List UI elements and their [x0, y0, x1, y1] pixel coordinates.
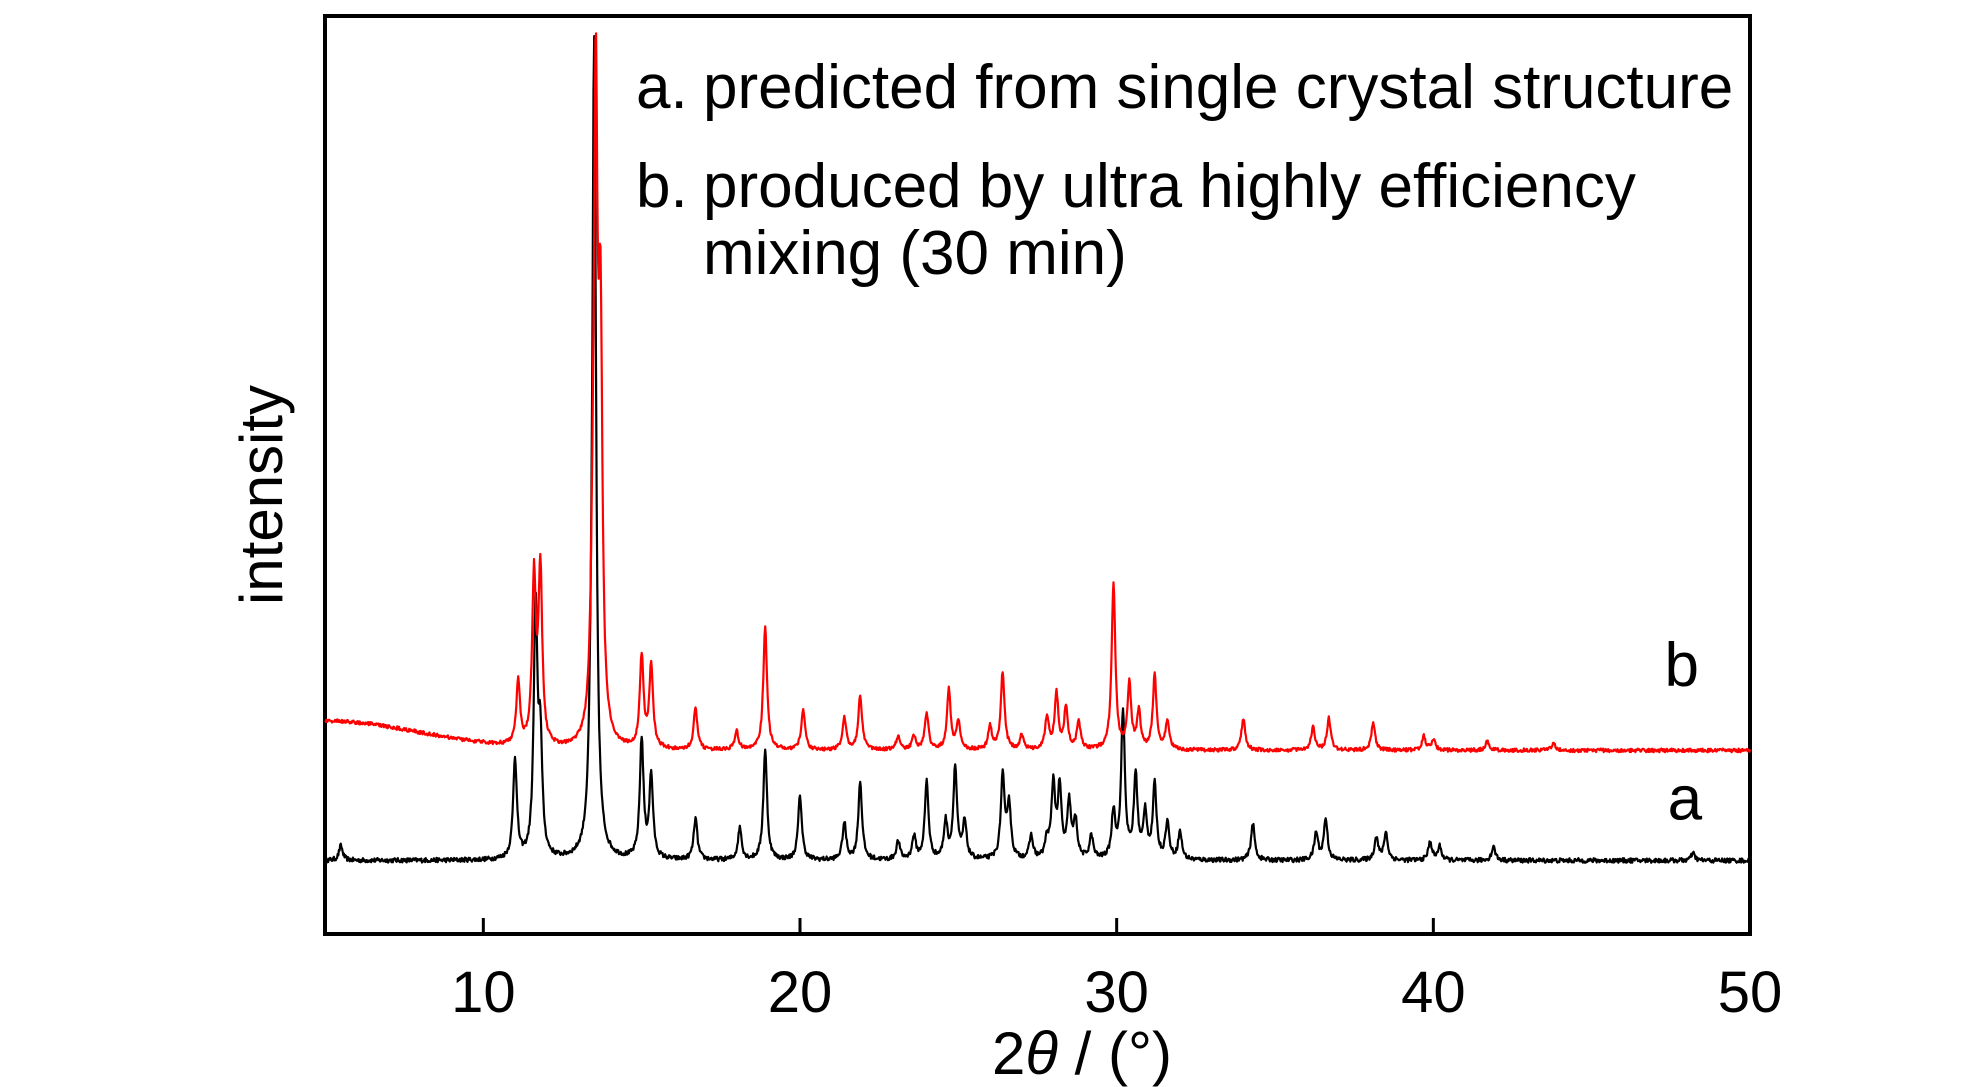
legend-marker-a: a.: [636, 53, 688, 122]
series-line-a: [323, 34, 1752, 864]
plot-frame: [323, 14, 1752, 936]
y-axis-label: intensity: [228, 385, 295, 605]
x-axis-ticks: 10 20 30 40 50: [451, 918, 1782, 1025]
legend-text-b-line2: mixing (30 min): [703, 219, 1127, 288]
series-line-b: [324, 32, 1752, 754]
series-layer: ab: [323, 32, 1752, 864]
legend-text-b-line1: produced by ultra highly efficiency: [703, 152, 1636, 221]
x-tick-label-30: 30: [1084, 960, 1149, 1025]
legend: a. predicted from single crystal structu…: [636, 53, 1733, 288]
series-label-b: b: [1665, 631, 1699, 700]
legend-text-a: predicted from single crystal structure: [703, 53, 1733, 122]
legend-marker-b: b.: [636, 152, 688, 221]
x-tick-label-50: 50: [1718, 960, 1783, 1025]
x-tick-label-40: 40: [1401, 960, 1466, 1025]
x-tick-label-20: 20: [768, 960, 833, 1025]
x-axis-label: 2θ / (°): [992, 1020, 1172, 1087]
series-label-a: a: [1668, 764, 1703, 833]
x-tick-label-10: 10: [451, 960, 516, 1025]
